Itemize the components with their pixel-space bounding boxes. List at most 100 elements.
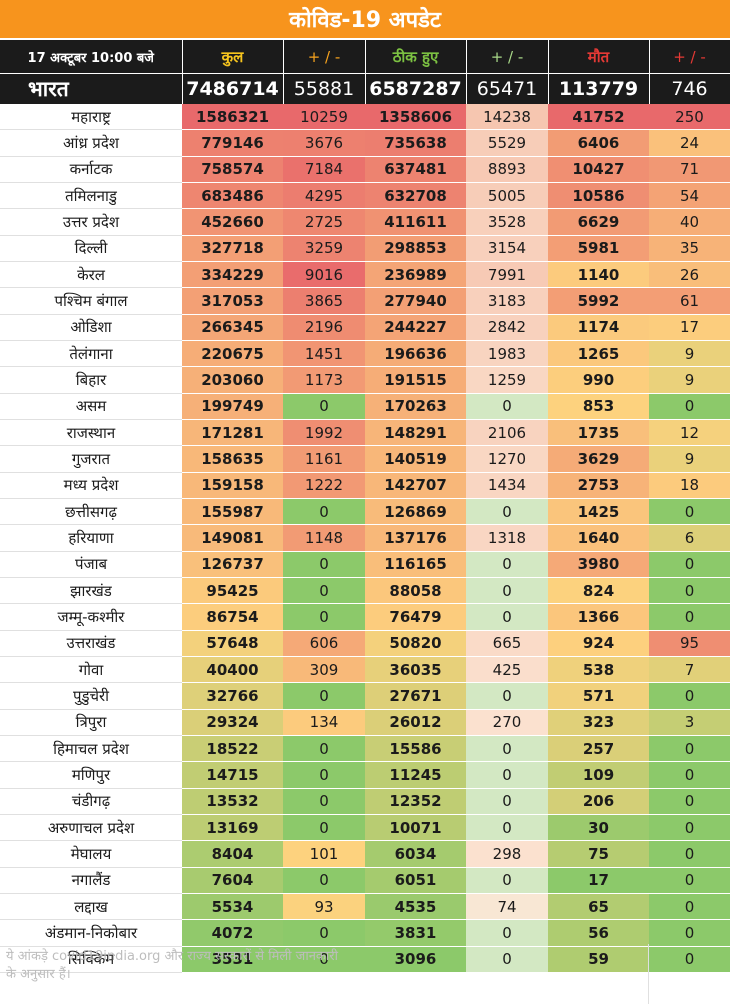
state-row: तमिलनाडु 683486 4295 632708 5005 10586 54 bbox=[0, 182, 730, 210]
state-recovered: 36035 bbox=[365, 656, 466, 684]
national-deaths: 113779 bbox=[548, 73, 650, 104]
state-total: 158635 bbox=[182, 445, 283, 473]
state-total-change: 0 bbox=[283, 788, 365, 815]
national-name: भारत bbox=[0, 73, 183, 104]
state-total: 8404 bbox=[182, 840, 283, 868]
state-total: 199749 bbox=[182, 393, 283, 420]
state-deaths: 323 bbox=[548, 709, 649, 736]
state-row: छत्तीसगढ़ 155987 0 126869 0 1425 0 bbox=[0, 498, 730, 526]
state-deaths: 853 bbox=[548, 393, 649, 420]
state-name: अरुणाचल प्रदेश bbox=[0, 814, 182, 842]
state-name: पंजाब bbox=[0, 551, 182, 578]
state-recovered: 26012 bbox=[365, 709, 466, 736]
state-row: त्रिपुरा 29324 134 26012 270 323 3 bbox=[0, 709, 730, 736]
state-total: 29324 bbox=[182, 709, 283, 736]
state-total: 18522 bbox=[182, 735, 283, 763]
state-recovered-change: 0 bbox=[466, 867, 548, 894]
state-recovered-change: 0 bbox=[466, 603, 548, 631]
state-recovered: 15586 bbox=[365, 735, 466, 763]
state-recovered: 298853 bbox=[365, 235, 466, 262]
state-recovered-change: 74 bbox=[466, 893, 548, 921]
state-row: जम्मू-कश्मीर 86754 0 76479 0 1366 0 bbox=[0, 603, 730, 631]
state-recovered: 3831 bbox=[365, 919, 466, 947]
state-total: 334229 bbox=[182, 261, 283, 289]
state-row: हरियाणा 149081 1148 137176 1318 1640 6 bbox=[0, 524, 730, 552]
national-row: भारत 7486714 55881 6587287 65471 113779 … bbox=[0, 73, 730, 104]
state-deaths-change: 35 bbox=[649, 235, 730, 262]
state-row: तेलंगाना 220675 1451 196636 1983 1265 9 bbox=[0, 340, 730, 368]
state-recovered: 735638 bbox=[365, 129, 466, 157]
state-recovered: 244227 bbox=[365, 314, 466, 341]
state-recovered-change: 0 bbox=[466, 814, 548, 842]
state-recovered: 50820 bbox=[365, 630, 466, 657]
state-total-change: 0 bbox=[283, 867, 365, 894]
state-total-change: 4295 bbox=[283, 182, 365, 210]
state-recovered: 12352 bbox=[365, 788, 466, 815]
state-recovered: 196636 bbox=[365, 340, 466, 368]
state-total-change: 0 bbox=[283, 946, 365, 973]
state-deaths-change: 0 bbox=[649, 551, 730, 578]
state-row: सिक्किम 3531 0 3096 0 59 0 bbox=[0, 946, 730, 973]
state-recovered: 411611 bbox=[365, 208, 466, 236]
state-recovered-change: 1259 bbox=[466, 366, 548, 394]
state-deaths: 3980 bbox=[548, 551, 649, 578]
state-deaths: 1366 bbox=[548, 603, 649, 631]
state-deaths: 571 bbox=[548, 682, 649, 710]
state-row: पंजाब 126737 0 116165 0 3980 0 bbox=[0, 551, 730, 578]
state-row: बिहार 203060 1173 191515 1259 990 9 bbox=[0, 366, 730, 394]
state-recovered-change: 0 bbox=[466, 788, 548, 815]
state-name: मेघालय bbox=[0, 840, 182, 868]
state-total: 317053 bbox=[182, 287, 283, 315]
state-name: नगालैंड bbox=[0, 867, 182, 894]
state-recovered: 277940 bbox=[365, 287, 466, 315]
state-deaths: 56 bbox=[548, 919, 649, 947]
state-deaths: 1265 bbox=[548, 340, 649, 368]
state-row: पश्चिम बंगाल 317053 3865 277940 3183 5992 61 bbox=[0, 287, 730, 315]
state-recovered-change: 1270 bbox=[466, 445, 548, 473]
state-total: 149081 bbox=[182, 524, 283, 552]
state-total: 155987 bbox=[182, 498, 283, 526]
state-deaths-change: 9 bbox=[649, 366, 730, 394]
state-row: उत्तर प्रदेश 452660 2725 411611 3528 6629 40 bbox=[0, 208, 730, 236]
state-deaths-change: 0 bbox=[649, 577, 730, 605]
state-name: चंडीगढ़ bbox=[0, 788, 182, 815]
state-total: 220675 bbox=[182, 340, 283, 368]
state-name: छत्तीसगढ़ bbox=[0, 498, 182, 526]
state-total: 3531 bbox=[182, 946, 283, 973]
state-row: पुडुचेरी 32766 0 27671 0 571 0 bbox=[0, 682, 730, 710]
state-name: मणिपुर bbox=[0, 761, 182, 789]
state-recovered-change: 3528 bbox=[466, 208, 548, 236]
state-row: ओडिशा 266345 2196 244227 2842 1174 17 bbox=[0, 314, 730, 341]
state-row: अरुणाचल प्रदेश 13169 0 10071 0 30 0 bbox=[0, 814, 730, 842]
state-deaths-change: 9 bbox=[649, 340, 730, 368]
state-row: केरल 334229 9016 236989 7991 1140 26 bbox=[0, 261, 730, 289]
state-recovered-change: 2842 bbox=[466, 314, 548, 341]
state-total-change: 7184 bbox=[283, 156, 365, 183]
state-deaths-change: 0 bbox=[649, 946, 730, 973]
state-deaths-change: 0 bbox=[649, 682, 730, 710]
state-row: मेघालय 8404 101 6034 298 75 0 bbox=[0, 840, 730, 868]
state-name: तमिलनाडु bbox=[0, 182, 182, 210]
header-deaths: मौत bbox=[548, 40, 650, 74]
state-recovered: 637481 bbox=[365, 156, 466, 183]
state-total-change: 93 bbox=[283, 893, 365, 921]
state-name: बिहार bbox=[0, 366, 182, 394]
state-total-change: 134 bbox=[283, 709, 365, 736]
footer-note: ये आंकड़े covid19india.org और राज्य सरका… bbox=[6, 949, 338, 982]
state-deaths-change: 0 bbox=[649, 761, 730, 789]
state-total-change: 9016 bbox=[283, 261, 365, 289]
state-deaths: 257 bbox=[548, 735, 649, 763]
state-name: कर्नाटक bbox=[0, 156, 182, 183]
state-name: दिल्ली bbox=[0, 235, 182, 262]
state-row: लद्दाख 5534 93 4535 74 65 0 bbox=[0, 893, 730, 921]
national-recovered-change: 65471 bbox=[466, 73, 549, 104]
state-deaths: 538 bbox=[548, 656, 649, 684]
state-row: अंडमान-निकोबार 4072 0 3831 0 56 0 bbox=[0, 919, 730, 947]
state-deaths-change: 9 bbox=[649, 445, 730, 473]
state-total: 40400 bbox=[182, 656, 283, 684]
state-recovered-change: 14238 bbox=[466, 104, 548, 131]
state-recovered: 191515 bbox=[365, 366, 466, 394]
state-deaths-change: 0 bbox=[649, 603, 730, 631]
state-total: 779146 bbox=[182, 129, 283, 157]
state-recovered: 6034 bbox=[365, 840, 466, 868]
